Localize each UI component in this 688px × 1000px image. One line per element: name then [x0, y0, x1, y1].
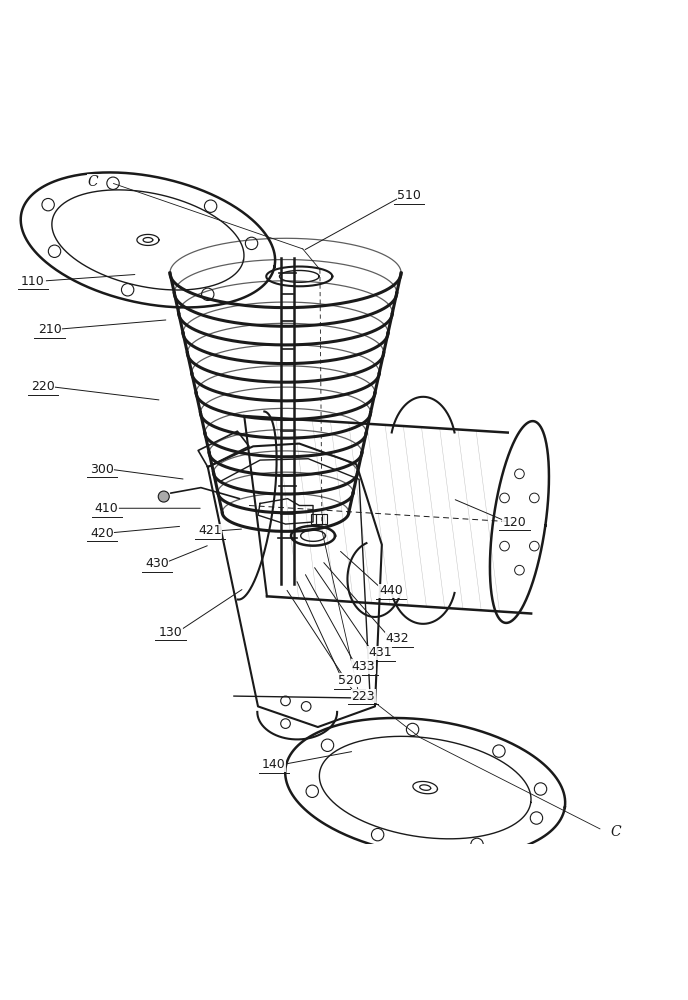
Text: 432: 432: [386, 632, 409, 645]
Text: 110: 110: [21, 275, 45, 288]
Text: 440: 440: [379, 584, 402, 597]
Text: 140: 140: [262, 758, 286, 771]
Bar: [316, 514, 322, 524]
Text: 220: 220: [31, 380, 54, 393]
Text: 431: 431: [368, 646, 391, 659]
Text: 300: 300: [90, 463, 114, 476]
Circle shape: [158, 491, 169, 502]
Text: C: C: [610, 825, 621, 839]
Text: 120: 120: [503, 516, 526, 529]
Text: 421: 421: [198, 524, 222, 537]
Text: 520: 520: [338, 674, 361, 687]
Text: 130: 130: [159, 626, 182, 639]
Text: 210: 210: [38, 323, 61, 336]
Text: 223: 223: [352, 690, 375, 703]
Text: 410: 410: [95, 502, 118, 515]
Text: C: C: [87, 175, 98, 189]
Text: 430: 430: [145, 557, 169, 570]
Text: 510: 510: [398, 189, 421, 202]
Text: 420: 420: [90, 527, 114, 540]
Text: 433: 433: [352, 660, 375, 673]
Bar: [322, 514, 327, 524]
Bar: [311, 514, 316, 524]
